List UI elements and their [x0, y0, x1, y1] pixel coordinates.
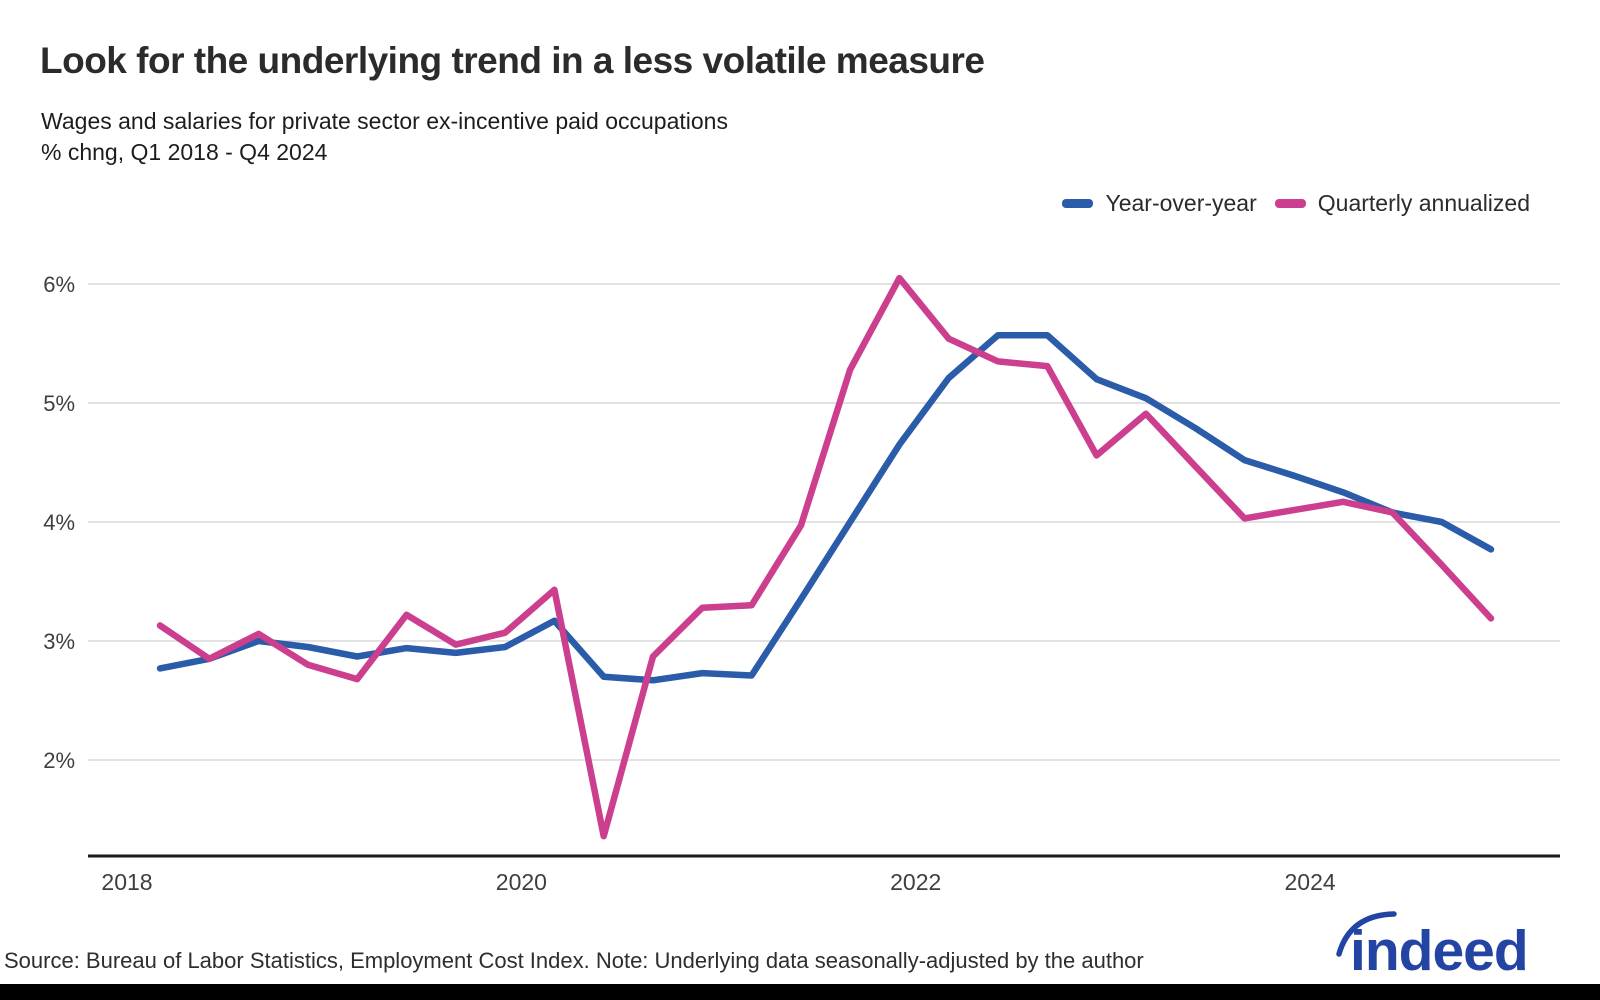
series-line-year-over-year — [156, 331, 1495, 684]
bottom-bar — [0, 984, 1600, 1000]
indeed-logo: indeed — [1336, 911, 1529, 983]
x-tick-label: 2020 — [496, 869, 547, 895]
legend-item-0: Year-over-year — [1062, 189, 1257, 217]
legend-item-1: Quarterly annualized — [1274, 189, 1530, 217]
y-tick-label: 3% — [43, 629, 75, 654]
subtitle-line1: Wages and salaries for private sector ex… — [41, 108, 728, 134]
y-tick-label: 5% — [43, 391, 75, 416]
source-note: Source: Bureau of Labor Statistics, Empl… — [4, 948, 1144, 973]
legend-swatch-icon — [1062, 198, 1094, 208]
chart-legend: Year-over-year Quarterly annualized — [1062, 190, 1530, 216]
x-tick-label: 2018 — [101, 869, 152, 895]
x-tick-label: 2022 — [890, 869, 941, 895]
legend-swatch-icon — [1274, 198, 1306, 208]
line-chart-canvas: 2% 3% 4% 5% 6% 2018 2020 2022 2024 — [43, 272, 1560, 895]
y-tick-label: 4% — [43, 510, 75, 535]
chart-title: Look for the underlying trend in a less … — [40, 40, 985, 81]
subtitle-line2: % chng, Q1 2018 - Q4 2024 — [41, 139, 328, 165]
logo-wordmark: indeed — [1350, 919, 1528, 983]
chart-subtitle: Wages and salaries for private sector ex… — [41, 106, 728, 168]
y-tick-label: 6% — [43, 272, 75, 297]
legend-label: Quarterly annualized — [1317, 189, 1530, 216]
x-tick-label: 2024 — [1285, 869, 1336, 895]
logo-arc-icon — [1336, 911, 1397, 957]
series-line-quarterly-annualized — [156, 274, 1495, 840]
y-tick-label: 2% — [43, 748, 75, 773]
legend-label: Year-over-year — [1105, 189, 1257, 216]
